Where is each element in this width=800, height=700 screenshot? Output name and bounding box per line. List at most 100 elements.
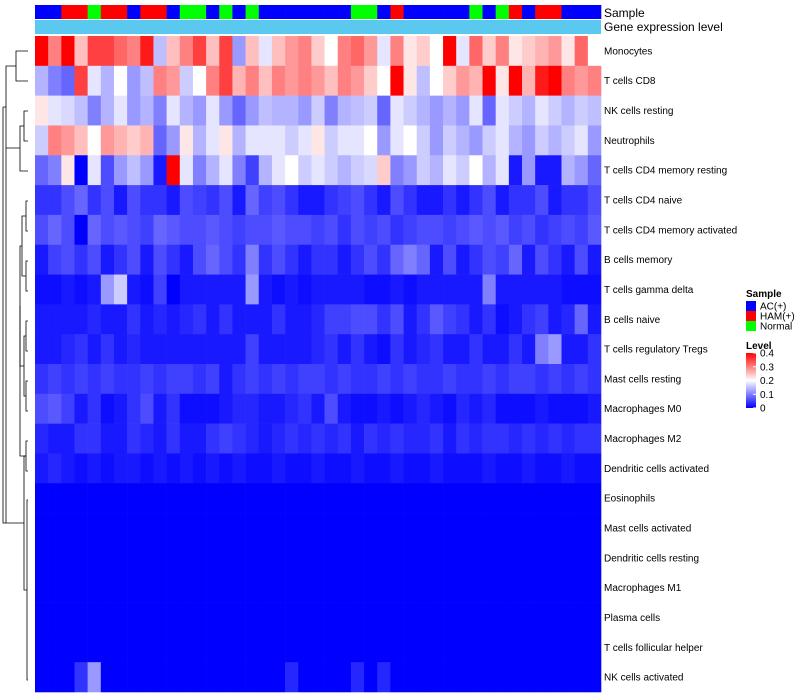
heatmap-cell — [232, 662, 246, 693]
heatmap-cell — [364, 95, 378, 126]
heatmap-cell — [311, 453, 325, 484]
heatmap-cell — [271, 393, 286, 424]
heatmap-cell — [61, 36, 75, 67]
heatmap-cell — [87, 632, 102, 663]
row-label: Dendritic cells resting — [604, 553, 699, 564]
row-label: Mast cells activated — [604, 524, 691, 535]
heatmap-cell — [219, 602, 233, 633]
heatmap-cell — [324, 453, 339, 484]
heatmap-cell — [298, 632, 312, 663]
heatmap-cell — [324, 364, 339, 395]
sample-annotation-cell — [87, 5, 102, 19]
heatmap-cell — [219, 95, 233, 126]
heatmap-cell — [271, 125, 286, 156]
heatmap-cell — [324, 185, 339, 216]
heatmap-cell — [443, 632, 457, 663]
heatmap-cell — [311, 513, 325, 544]
heatmap-cell — [74, 483, 88, 514]
heatmap-cell — [61, 244, 75, 275]
heatmap-cell — [232, 483, 246, 514]
heatmap-cell — [456, 483, 470, 514]
heatmap-cell — [482, 662, 496, 693]
heatmap-cell — [574, 602, 589, 633]
heatmap-cell — [153, 274, 167, 305]
heatmap-cell — [87, 602, 102, 633]
heatmap-cell — [535, 185, 549, 216]
heatmap-cell — [377, 364, 391, 395]
heatmap-cell — [140, 602, 154, 633]
heatmap-cell — [574, 155, 589, 186]
heatmap-cell — [337, 244, 352, 275]
heatmap-cell — [271, 513, 286, 544]
heatmap-cell — [258, 304, 273, 335]
heatmap-cell — [522, 453, 536, 484]
heatmap-cell — [337, 483, 352, 514]
heatmap-cell — [482, 155, 496, 186]
heatmap-cell — [140, 483, 154, 514]
heatmap-cell — [140, 423, 154, 454]
heatmap-cell — [206, 662, 220, 693]
heatmap-cell — [416, 393, 431, 424]
legend-item-label: Normal — [760, 322, 792, 333]
heatmap-cell — [337, 125, 352, 156]
heatmap-cell — [258, 453, 273, 484]
heatmap-cell — [508, 364, 523, 395]
heatmap-cell — [574, 125, 589, 156]
heatmap-cell — [74, 244, 88, 275]
heatmap-cell — [48, 334, 62, 365]
heatmap-cell — [508, 125, 523, 156]
heatmap-cell — [87, 274, 102, 305]
heatmap-cell — [35, 185, 49, 216]
heatmap-cell — [364, 572, 378, 603]
heatmap-cell — [298, 125, 312, 156]
heatmap-cell — [482, 334, 496, 365]
heatmap-cell — [561, 334, 575, 365]
heatmap-cell — [469, 334, 483, 365]
heatmap-cell — [469, 632, 483, 663]
heatmap-cell — [456, 632, 470, 663]
heatmap-cell — [192, 632, 207, 663]
heatmap-cell — [192, 155, 207, 186]
heatmap-cell — [574, 36, 589, 67]
heatmap-cell — [535, 36, 549, 67]
row-label: B cells naive — [604, 315, 661, 326]
heatmap-cell — [285, 334, 299, 365]
sample-annotation-cell — [508, 5, 523, 19]
heatmap-cell — [350, 214, 365, 246]
heatmap-cell — [298, 423, 312, 454]
heatmap-cell — [561, 185, 575, 216]
heatmap-cell — [35, 423, 49, 454]
heatmap-cell — [48, 423, 62, 454]
heatmap-cell — [100, 125, 115, 156]
heatmap-cell — [192, 334, 207, 365]
heatmap-cell — [258, 632, 273, 663]
heatmap-cell — [469, 423, 483, 454]
heatmap-cell — [416, 572, 431, 603]
heatmap-cell — [140, 513, 154, 544]
heatmap-cell — [390, 274, 404, 305]
heatmap-cell — [495, 602, 510, 633]
heatmap-cell — [206, 95, 220, 126]
heatmap-cell — [166, 125, 181, 156]
heatmap-cell — [87, 185, 102, 216]
heatmap-cell — [311, 95, 325, 126]
heatmap-cell — [535, 453, 549, 484]
heatmap-cell — [245, 423, 260, 454]
sample-annotation-cell — [443, 5, 457, 19]
heatmap-cell — [548, 423, 562, 454]
heatmap-cell — [377, 65, 391, 96]
heatmap-cell — [245, 125, 260, 156]
sample-annotation-cell — [232, 5, 246, 19]
heatmap-cell — [429, 214, 444, 246]
sample-annotation-cell — [561, 5, 575, 19]
heatmap-cell — [61, 662, 75, 693]
heatmap-cell — [179, 274, 194, 305]
heatmap-cell — [140, 453, 154, 484]
row-labels: Monocytes T cells CD8 NK cells resting Neut… — [604, 46, 737, 683]
heatmap-cell — [192, 185, 207, 216]
heatmap-cell — [574, 214, 589, 246]
level-color-bar — [746, 353, 756, 408]
heatmap-cell — [74, 334, 88, 365]
heatmap-cell — [127, 542, 141, 574]
heatmap-cell — [561, 602, 575, 633]
